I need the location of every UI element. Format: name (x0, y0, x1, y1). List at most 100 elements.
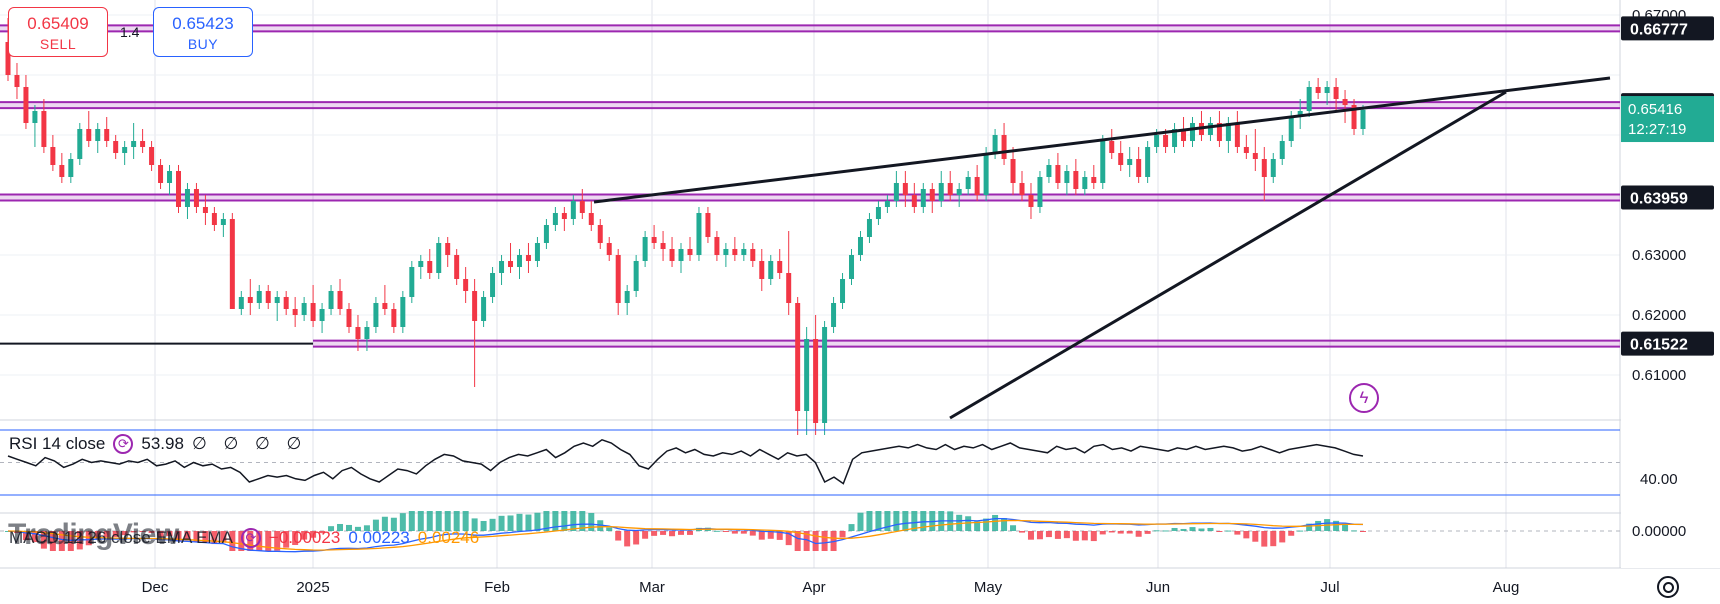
macd-histogram-bar (1072, 531, 1079, 541)
macd-histogram-bar (139, 531, 146, 532)
candle-body (77, 129, 83, 159)
candle-body (113, 141, 119, 153)
macd-histogram-bar (94, 531, 101, 540)
macd-tick-label: 0.00000 (1632, 523, 1686, 540)
macd-histogram-bar (310, 531, 317, 538)
macd-histogram-bar (516, 513, 523, 531)
buy-button[interactable]: 0.65423 BUY (153, 7, 253, 57)
macd-histogram-bar (498, 515, 505, 531)
macd-histogram-bar (615, 531, 622, 541)
candle-body (840, 279, 846, 303)
candle-body (579, 201, 585, 213)
macd-histogram-bar (920, 511, 927, 531)
candle-body (615, 255, 621, 303)
indicator-settings-icon[interactable]: ⟳ (240, 528, 261, 548)
macd-histogram-bar (1270, 531, 1277, 547)
macd-histogram-bar (642, 531, 649, 539)
macd-histogram-bar (202, 531, 209, 543)
candle-body (1324, 87, 1330, 93)
candle-body (992, 135, 998, 153)
macd-histogram-bar (1090, 531, 1097, 542)
macd-histogram-bar (758, 531, 765, 540)
candle-body (409, 267, 415, 297)
candle-body (543, 225, 549, 243)
macd-histogram-bar (328, 526, 335, 531)
macd-histogram-bar (552, 511, 559, 531)
gear-icon[interactable] (1657, 576, 1679, 598)
candle-body (534, 243, 540, 261)
macd-histogram-bar (525, 514, 532, 531)
rsi-legend: RSI 14 close ⟳ 53.98 ∅ ∅ ∅ ∅ (9, 434, 307, 454)
candle-body (184, 189, 190, 207)
macd-histogram-bar (166, 531, 173, 537)
rsi-line (7, 438, 1364, 485)
trend-line-upper (593, 76, 1611, 204)
candle-body (1100, 141, 1106, 183)
candle-body (1252, 153, 1258, 159)
macd-histogram-bar (471, 518, 478, 531)
sell-button[interactable]: 0.65409 SELL (8, 7, 108, 57)
price-level-band (313, 340, 1620, 347)
candle-body (875, 207, 881, 219)
candle-body (1181, 129, 1187, 141)
macd-histogram-bar (1306, 523, 1313, 531)
candle-body (1109, 141, 1115, 153)
candle-body (831, 303, 837, 327)
countdown-label: 12:27:19 (1628, 121, 1686, 138)
candle-body (346, 309, 352, 327)
candle-body (678, 249, 684, 261)
candle-body (265, 291, 271, 303)
macd-histogram-bar (265, 531, 272, 551)
candle-body (1154, 135, 1160, 147)
candle-body (1315, 87, 1321, 93)
macd-histogram-bar (624, 531, 631, 547)
macd-histogram-bar (58, 531, 65, 551)
price-level-band (0, 102, 1620, 109)
time-tick-label: Jul (1320, 579, 1339, 596)
macd-histogram-bar (803, 531, 810, 551)
candle-body (516, 255, 522, 267)
macd-histogram-bar (121, 531, 128, 536)
macd-histogram-bar (49, 531, 56, 551)
macd-histogram-bar (354, 526, 361, 531)
macd-histogram-bar (292, 531, 299, 545)
lightning-icon[interactable]: ϟ (1349, 383, 1379, 413)
candle-body (813, 339, 819, 423)
candle-body (319, 309, 325, 321)
macd-histogram-bar (435, 511, 442, 531)
candle-body (436, 243, 442, 273)
indicator-settings-icon[interactable]: ⟳ (113, 434, 134, 454)
macd-title: MACD 12 26 close EMA EMA (9, 528, 233, 547)
macd-histogram-bar (130, 531, 137, 533)
candle-body (597, 225, 603, 243)
macd-histogram-bar (1171, 527, 1178, 531)
candle-body (705, 213, 711, 237)
candle-body (902, 183, 908, 195)
candle-body (606, 243, 612, 255)
candle-body (158, 165, 164, 183)
macd-histogram-bar (148, 531, 155, 533)
macd-histogram-bar (1010, 525, 1017, 531)
macd-histogram-bar (399, 513, 406, 531)
macd-histogram-bar (337, 523, 344, 531)
sell-label: SELL (39, 36, 77, 52)
candle-body (490, 273, 496, 297)
candle-body (660, 243, 666, 249)
buy-label: BUY (187, 36, 219, 52)
candle-body (1091, 177, 1097, 183)
candle-body (750, 249, 756, 261)
candle-body (1037, 177, 1043, 207)
candle-body (292, 309, 298, 315)
macd-histogram-bar (381, 516, 388, 531)
candle-body (86, 129, 92, 141)
macd-histogram-bar (1252, 531, 1259, 542)
macd-histogram-bar (444, 511, 451, 531)
candle-body (418, 261, 424, 267)
candle-body (220, 219, 226, 225)
candle-body (256, 291, 262, 303)
candle-body (1360, 109, 1366, 129)
time-tick-label: Jun (1146, 579, 1170, 596)
candle-body (427, 261, 433, 273)
candle-body (454, 255, 460, 279)
